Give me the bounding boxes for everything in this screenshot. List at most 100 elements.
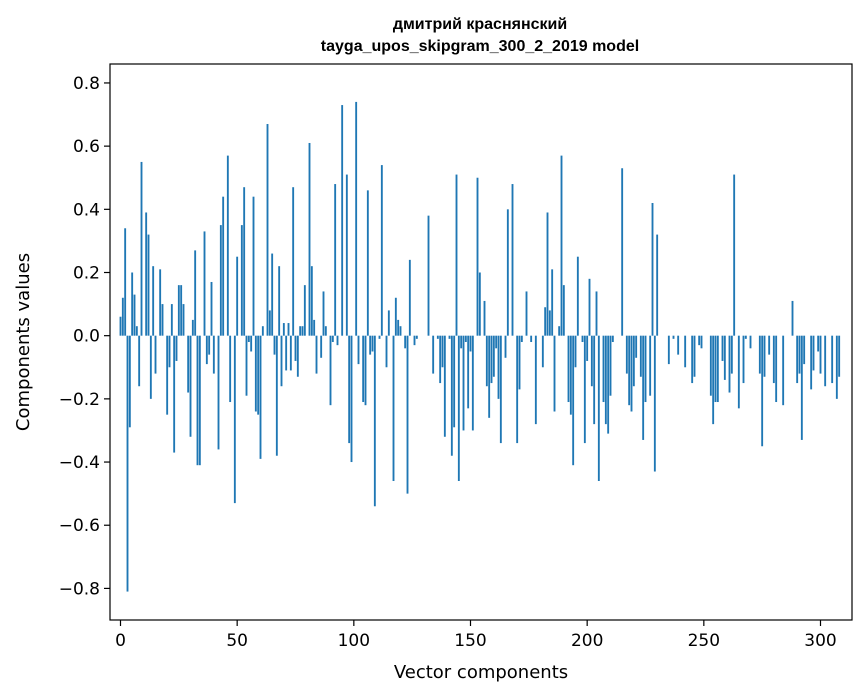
bar-267 <box>742 335 745 384</box>
bar-218 <box>628 335 631 406</box>
bar-201 <box>588 278 591 336</box>
bar-61 <box>261 326 264 336</box>
bar-193 <box>569 335 572 415</box>
bar-275 <box>761 335 764 447</box>
bar-192 <box>567 335 570 403</box>
bar-76 <box>296 335 299 377</box>
bar-219 <box>630 335 633 412</box>
bar-92 <box>334 184 337 336</box>
bar-297 <box>812 335 815 371</box>
bar-59 <box>257 335 260 415</box>
bar-74 <box>292 187 295 336</box>
bar-172 <box>520 335 523 342</box>
y-tick-label: 0.4 <box>73 200 100 220</box>
bar-111 <box>378 335 381 339</box>
bar-44 <box>222 196 225 336</box>
bar-183 <box>546 212 549 336</box>
bar-159 <box>490 335 493 384</box>
bar-14 <box>152 266 155 336</box>
bar-293 <box>803 335 806 365</box>
bar-1 <box>121 297 124 336</box>
bar-230 <box>656 234 659 336</box>
bar-176 <box>530 335 533 342</box>
bar-123 <box>406 335 409 494</box>
bar-161 <box>495 335 498 349</box>
bar-139 <box>443 335 446 437</box>
y-tick-label: 0.8 <box>73 74 100 94</box>
bar-170 <box>516 335 519 444</box>
x-axis-label: Vector components <box>394 662 568 683</box>
bar-300 <box>819 335 822 374</box>
bar-7 <box>135 326 138 336</box>
bar-32 <box>194 250 197 336</box>
bar-108 <box>371 335 374 352</box>
bar-63 <box>266 124 269 336</box>
bar-115 <box>387 310 390 336</box>
bar-296 <box>810 335 813 390</box>
bar-280 <box>772 335 775 384</box>
bar-30 <box>189 335 192 437</box>
bar-8 <box>138 335 141 387</box>
bar-151 <box>471 335 474 431</box>
bar-105 <box>364 335 367 406</box>
x-tick-label: 200 <box>571 631 603 651</box>
bar-136 <box>436 335 439 339</box>
bar-37 <box>205 335 208 365</box>
bar-27 <box>182 304 185 336</box>
bar-209 <box>607 335 610 434</box>
bar-302 <box>824 335 827 387</box>
bar-194 <box>572 335 575 466</box>
bar-31 <box>191 319 194 336</box>
y-tick-label: −0.8 <box>59 579 100 599</box>
bar-204 <box>595 291 598 336</box>
bar-47 <box>229 335 232 403</box>
bar-87 <box>322 291 325 336</box>
bar-72 <box>287 323 290 336</box>
bar-278 <box>768 335 771 355</box>
bar-57 <box>252 196 255 336</box>
bar-246 <box>693 335 696 377</box>
bar-75 <box>294 335 297 361</box>
bar-54 <box>245 335 248 396</box>
bar-224 <box>642 335 645 440</box>
y-tick-label: 0.2 <box>73 264 100 284</box>
bar-33 <box>196 335 199 466</box>
bar-171 <box>518 335 521 390</box>
bar-43 <box>219 225 222 336</box>
bar-18 <box>161 304 164 336</box>
bar-160 <box>492 335 495 377</box>
bar-248 <box>698 335 701 346</box>
bar-190 <box>562 285 565 336</box>
bar-138 <box>441 335 444 368</box>
bar-120 <box>399 326 402 336</box>
bar-40 <box>212 335 215 374</box>
bar-118 <box>394 297 397 336</box>
bar-68 <box>278 266 281 336</box>
bar-249 <box>700 335 703 349</box>
bar-127 <box>415 335 418 339</box>
bar-308 <box>838 335 841 377</box>
bar-217 <box>625 335 628 374</box>
plot-frame <box>109 63 853 621</box>
x-tick-label: 50 <box>226 631 248 651</box>
bar-46 <box>226 155 229 336</box>
bar-220 <box>632 335 635 387</box>
bar-305 <box>831 335 834 384</box>
bar-106 <box>366 190 369 336</box>
bar-73 <box>289 335 292 371</box>
bar-149 <box>467 335 470 409</box>
bar-2 <box>124 228 127 336</box>
x-tick-label: 0 <box>115 631 126 651</box>
bar-189 <box>560 155 563 336</box>
bar-262 <box>730 335 733 374</box>
bar-78 <box>301 326 304 336</box>
bar-299 <box>817 335 820 352</box>
bar-198 <box>581 335 584 342</box>
bar-98 <box>348 335 351 444</box>
bar-153 <box>476 177 479 336</box>
x-tick-label: 150 <box>454 631 486 651</box>
bar-228 <box>651 203 654 336</box>
bar-39 <box>210 281 213 336</box>
bar-144 <box>455 174 458 336</box>
